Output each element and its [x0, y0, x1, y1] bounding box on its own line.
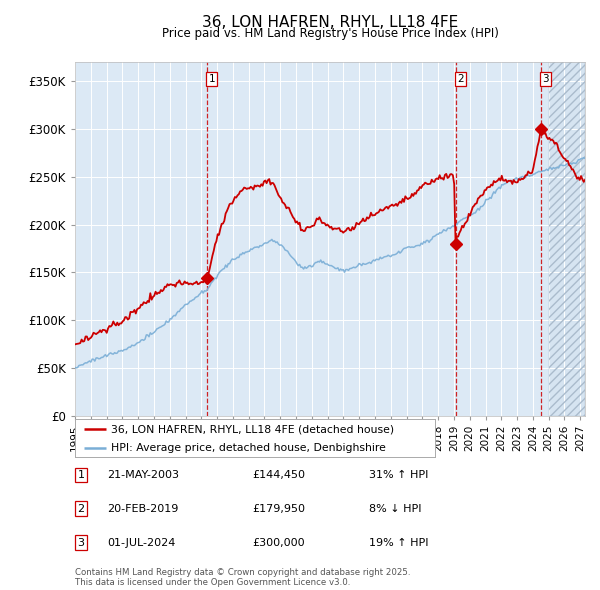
Text: Price paid vs. HM Land Registry's House Price Index (HPI): Price paid vs. HM Land Registry's House …	[161, 27, 499, 40]
Text: 36, LON HAFREN, RHYL, LL18 4FE: 36, LON HAFREN, RHYL, LL18 4FE	[202, 15, 458, 30]
Text: 31% ↑ HPI: 31% ↑ HPI	[369, 470, 428, 480]
Bar	[548, 62, 585, 416]
Text: £179,950: £179,950	[252, 504, 305, 513]
Text: 2: 2	[457, 74, 464, 84]
Text: 3: 3	[77, 538, 85, 548]
Text: 20-FEB-2019: 20-FEB-2019	[107, 504, 178, 513]
Text: 8% ↓ HPI: 8% ↓ HPI	[369, 504, 421, 513]
Bar	[548, 62, 585, 416]
Text: 1: 1	[209, 74, 215, 84]
Text: £144,450: £144,450	[252, 470, 305, 480]
Text: £300,000: £300,000	[252, 538, 305, 548]
Text: HPI: Average price, detached house, Denbighshire: HPI: Average price, detached house, Denb…	[111, 444, 386, 454]
Text: 21-MAY-2003: 21-MAY-2003	[107, 470, 179, 480]
Text: 3: 3	[542, 74, 548, 84]
Text: 19% ↑ HPI: 19% ↑ HPI	[369, 538, 428, 548]
Text: 1: 1	[77, 470, 85, 480]
Text: Contains HM Land Registry data © Crown copyright and database right 2025.
This d: Contains HM Land Registry data © Crown c…	[75, 568, 410, 587]
Text: 36, LON HAFREN, RHYL, LL18 4FE (detached house): 36, LON HAFREN, RHYL, LL18 4FE (detached…	[111, 424, 394, 434]
Text: 2: 2	[77, 504, 85, 513]
Text: 01-JUL-2024: 01-JUL-2024	[107, 538, 175, 548]
